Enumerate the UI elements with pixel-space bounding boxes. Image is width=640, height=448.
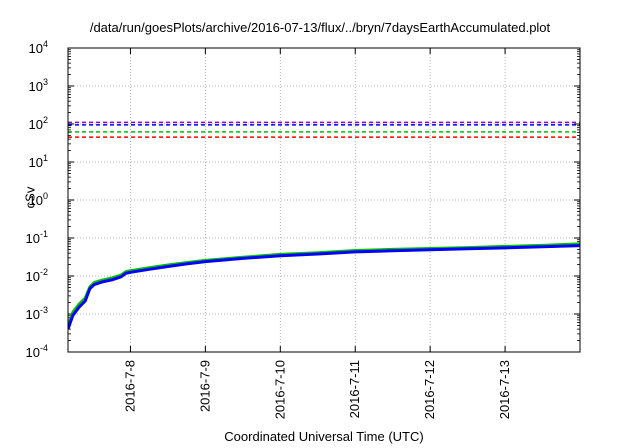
y-tick-label: 101: [29, 153, 48, 170]
x-tick-label: 2016-7-8: [122, 360, 137, 412]
x-tick-label: 2016-7-12: [422, 360, 437, 419]
y-tick-label: 10-4: [26, 343, 48, 360]
plot-frame: [67, 47, 581, 353]
x-tick-label: 2016-7-9: [197, 360, 212, 412]
y-tick-label: 10-3: [26, 305, 48, 322]
x-tick-label: 2016-7-10: [272, 360, 287, 419]
x-tick-label: 2016-7-11: [347, 360, 362, 418]
y-tick-label: 102: [29, 115, 48, 132]
chart-title: /data/run/goesPlots/archive/2016-07-13/f…: [89, 20, 551, 35]
y-tick-label: 103: [29, 77, 48, 94]
y-tick-label: 100: [29, 191, 48, 208]
y-tick-label: 10-2: [26, 267, 48, 284]
y-tick-label: 104: [29, 39, 48, 56]
x-tick-label: 2016-7-13: [497, 360, 512, 419]
y-axis-label: cSv: [22, 186, 38, 209]
y-tick-label: 10-1: [26, 229, 48, 246]
series-line: [68, 244, 580, 330]
x-axis-label: Coordinated Universal Time (UTC): [224, 429, 424, 444]
series-line: [68, 242, 580, 328]
